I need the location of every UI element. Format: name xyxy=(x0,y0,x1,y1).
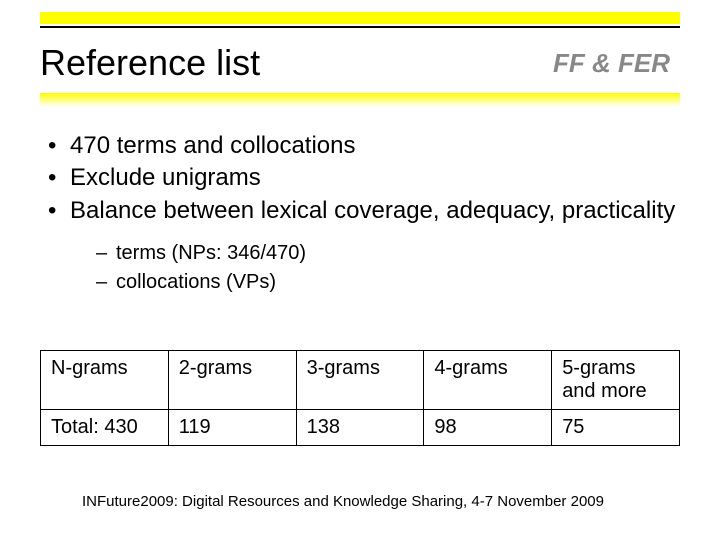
accent-bar xyxy=(40,12,680,24)
page-title: Reference list xyxy=(40,42,260,84)
ngram-table-wrap: N-grams 2-grams 3-grams 4-grams 5-grams … xyxy=(40,350,680,446)
gradient-bar xyxy=(40,93,680,107)
list-item-text: Balance between lexical coverage, adequa… xyxy=(70,197,675,224)
list-item-text: 470 terms and collocations xyxy=(70,132,356,159)
table-row: Total: 430 119 138 98 75 xyxy=(41,410,680,446)
table-cell: 98 xyxy=(424,410,552,446)
sub-bullet-list: terms (NPs: 346/470) collocations (VPs) xyxy=(90,239,680,297)
list-item: 470 terms and collocations xyxy=(40,130,680,162)
table-cell: 119 xyxy=(168,410,296,446)
content-area: 470 terms and collocations Exclude unigr… xyxy=(40,130,680,297)
list-item: collocations (VPs) xyxy=(90,268,680,297)
table-cell: Total: 430 xyxy=(41,410,169,446)
rule-bar xyxy=(40,26,680,28)
table-row: N-grams 2-grams 3-grams 4-grams 5-grams … xyxy=(41,351,680,410)
title-row: Reference list FF & FER xyxy=(40,42,680,84)
footer-text: INFuture2009: Digital Resources and Know… xyxy=(82,493,604,510)
list-item: Exclude unigrams xyxy=(40,162,680,194)
table-cell: N-grams xyxy=(41,351,169,410)
table-cell: 75 xyxy=(552,410,680,446)
table-cell: 2-grams xyxy=(168,351,296,410)
list-item-text: collocations (VPs) xyxy=(116,271,276,293)
list-item: Balance between lexical coverage, adequa… xyxy=(40,195,680,297)
ngram-table: N-grams 2-grams 3-grams 4-grams 5-grams … xyxy=(40,350,680,446)
list-item: terms (NPs: 346/470) xyxy=(90,239,680,268)
list-item-text: terms (NPs: 346/470) xyxy=(116,242,306,264)
table-cell: 138 xyxy=(296,410,424,446)
page-subtitle: FF & FER xyxy=(553,48,680,79)
table-cell: 3-grams xyxy=(296,351,424,410)
table-cell: 4-grams xyxy=(424,351,552,410)
list-item-text: Exclude unigrams xyxy=(70,164,261,191)
table-cell: 5-grams and more xyxy=(552,351,680,410)
main-bullet-list: 470 terms and collocations Exclude unigr… xyxy=(40,130,680,297)
